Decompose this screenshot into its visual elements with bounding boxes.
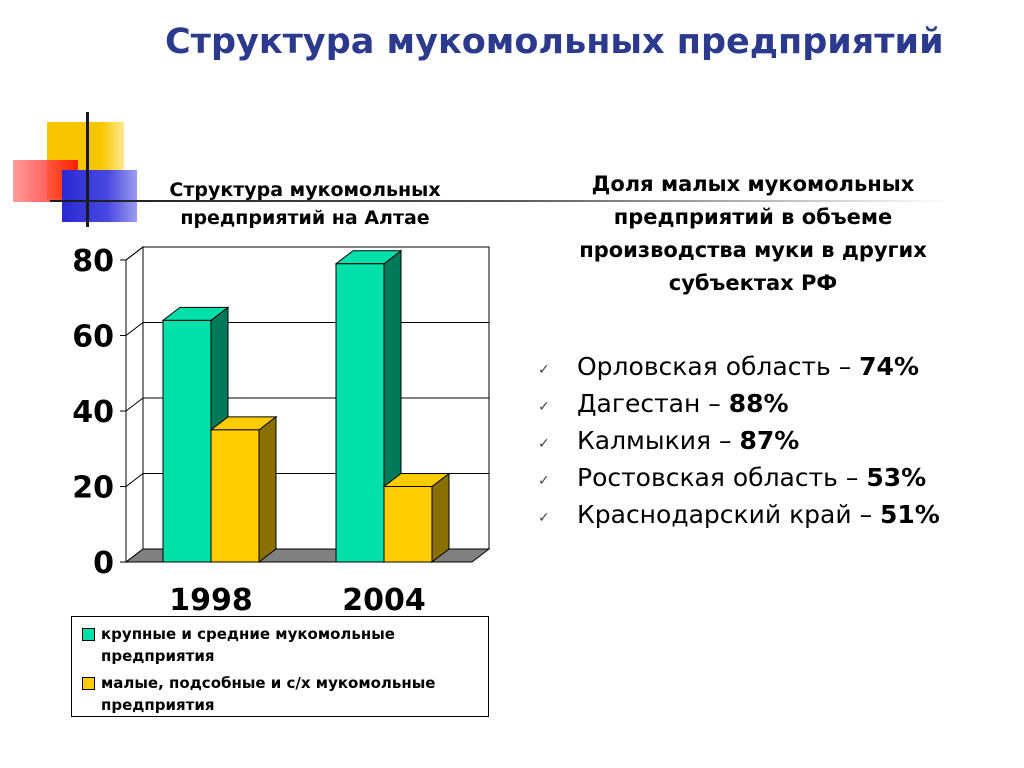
bar-side [431, 472, 450, 564]
region-share-list: ✓ Орловская область – 74% ✓ Дагестан – 8… [538, 352, 998, 537]
chart-title: Структура мукомольных предприятий на Алт… [169, 179, 441, 229]
x-tick-label: 2004 [342, 583, 426, 618]
right-panel-heading: Доля малых мукомольных предприятий в объ… [579, 172, 927, 295]
decor-vertical-line [86, 112, 89, 227]
list-item: ✓ Калмыкия – 87% [538, 426, 998, 455]
region-label: Краснодарский край – [577, 500, 881, 529]
region-percent: 74% [859, 352, 919, 381]
list-item: ✓ Краснодарский край – 51% [538, 500, 998, 529]
list-item: ✓ Орловская область – 74% [538, 352, 998, 381]
region-percent: 51% [880, 500, 940, 529]
bar [162, 319, 212, 563]
legend-label-small: малые, подсобные и с/х мукомольные предп… [101, 674, 436, 714]
decor-horizontal-line [50, 200, 950, 202]
bar-side [258, 415, 277, 564]
legend-swatch-small [82, 677, 95, 690]
check-icon: ✓ [538, 436, 550, 452]
decor-blue-square [62, 170, 137, 222]
list-item: ✓ Дагестан – 88% [538, 389, 998, 418]
region-label: Калмыкия – [577, 426, 740, 455]
x-tick-label: 1998 [169, 583, 253, 618]
y-tick-label: 80 [72, 244, 114, 279]
region-percent: 53% [866, 463, 927, 492]
bar [335, 263, 385, 563]
check-icon: ✓ [538, 473, 550, 489]
region-label: Ростовская область – [577, 463, 867, 492]
check-icon: ✓ [538, 510, 550, 526]
region-label: Орловская область – [577, 352, 860, 381]
slide-title: Структура мукомольных предприятий [165, 22, 944, 62]
chart-legend: крупные и средние мукомольные предприяти… [71, 616, 489, 717]
bar [210, 429, 260, 563]
bar [383, 486, 433, 563]
gridline [125, 246, 489, 261]
legend-item-large: крупные и средние мукомольные предприяти… [82, 623, 491, 667]
region-percent: 88% [728, 389, 789, 418]
check-icon: ✓ [538, 399, 550, 415]
y-tick-label: 40 [72, 395, 114, 430]
legend-label-large: крупные и средние мукомольные предприяти… [101, 625, 395, 665]
list-item: ✓ Ростовская область – 53% [538, 463, 998, 492]
legend-item-small: малые, подсобные и с/х мукомольные предп… [82, 672, 491, 716]
y-tick-label: 0 [93, 546, 114, 581]
y-tick-label: 60 [72, 320, 114, 355]
region-percent: 87% [739, 426, 800, 455]
y-tick-label: 20 [72, 471, 114, 506]
legend-swatch-large [82, 628, 95, 641]
region-label: Дагестан – [577, 389, 729, 418]
check-icon: ✓ [538, 362, 550, 378]
